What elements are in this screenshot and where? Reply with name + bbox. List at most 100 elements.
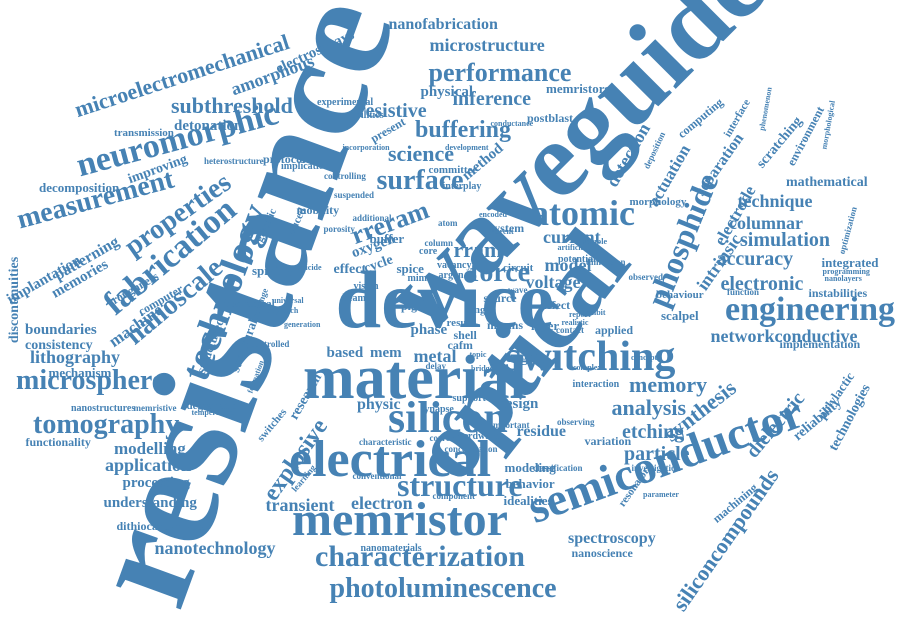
- word-bridge: bridge: [471, 364, 494, 373]
- word-transmission: transmission: [114, 126, 174, 139]
- word-vacancy: vacancy: [437, 260, 472, 271]
- word-correlated: correlated: [429, 432, 469, 443]
- word-atom: atom: [438, 217, 458, 228]
- word-electronic: electronic: [720, 273, 804, 295]
- word-variation: variation: [584, 434, 632, 448]
- word-residue: residue: [516, 423, 566, 440]
- word-result: result: [446, 316, 474, 329]
- word-observed: observed: [628, 271, 664, 282]
- word-based: based: [326, 344, 364, 361]
- word-application: application: [105, 455, 192, 475]
- word-component: component: [432, 490, 476, 501]
- word-nanofabrication: nanofabrication: [388, 16, 498, 33]
- word-nanolayers: nanolayers: [824, 274, 862, 283]
- word-force: force: [470, 257, 531, 288]
- word-layer: layer: [531, 317, 560, 333]
- word-science: science: [388, 141, 454, 166]
- word-mocms: mocms: [487, 318, 523, 332]
- word-argon: argon: [438, 270, 464, 281]
- word-beam: beam: [342, 293, 366, 304]
- word-lithography: lithography: [30, 347, 121, 367]
- word-nanotechnology: nanotechnology: [154, 538, 276, 558]
- word-cafm: cafm: [447, 338, 473, 352]
- word-current: current: [543, 227, 601, 247]
- word-plga: plga: [401, 299, 424, 313]
- word-different: different: [484, 227, 514, 236]
- word-modeling: modeling: [504, 459, 556, 475]
- word-electrical: electrical: [289, 431, 492, 488]
- word-column: column: [424, 237, 454, 248]
- word-implication: implication: [281, 161, 330, 172]
- word-understanding: understanding: [103, 494, 197, 511]
- word-subthreshold: subthreshold: [171, 93, 293, 118]
- word-photoluminescence: photoluminescence: [329, 573, 557, 604]
- word-contact: contact: [556, 324, 584, 335]
- word-accuracy: accuracy: [716, 248, 794, 270]
- word-conventional: conventional: [352, 470, 402, 481]
- word-committee: committee: [428, 163, 478, 176]
- word-buffering: buffering: [415, 117, 511, 143]
- word-approach: approach: [266, 306, 299, 315]
- word-mimic: mimic: [407, 273, 435, 284]
- word-mem: mem: [370, 344, 402, 361]
- word-phase: phase: [410, 321, 448, 338]
- word-material: material: [303, 344, 527, 412]
- word-core: core: [419, 246, 438, 257]
- word-support: support: [452, 393, 486, 404]
- word-performance: performance: [428, 58, 572, 87]
- word-universal: universal: [272, 296, 304, 305]
- word-shell: shell: [453, 328, 477, 342]
- word-dithiocarbamates: dithiocarbamates: [116, 519, 206, 533]
- word-decomposition: decomposition: [39, 179, 120, 195]
- word-metal: metal: [413, 346, 457, 366]
- word-idealities: idealities: [503, 492, 553, 508]
- word-structure: structure: [397, 467, 523, 503]
- word-analysis: analysis: [611, 395, 687, 420]
- word-conductance: conductance: [490, 119, 534, 128]
- word-vision: vision: [353, 281, 379, 292]
- word-columnar: columnar: [729, 213, 803, 233]
- word-siliconcompounds: siliconcompounds: [667, 463, 784, 616]
- word-degradation: degradation: [186, 399, 244, 412]
- word-networkconductive: networkconductive: [710, 326, 858, 346]
- word-spice: spice: [396, 260, 424, 276]
- word-edge: edge: [505, 349, 535, 366]
- word-atomic: atomic: [531, 193, 635, 233]
- word-protocol: protocol: [263, 152, 306, 166]
- word-source: source: [483, 291, 517, 305]
- word-engineering: engineering: [725, 291, 895, 328]
- word-nanoscience: nanoscience: [571, 546, 633, 560]
- word-additional: additional: [352, 212, 392, 223]
- word-particle: particle: [624, 443, 690, 465]
- word-interaction: interaction: [572, 379, 620, 390]
- word-microstructure: microstructure: [429, 35, 545, 55]
- word-potential: potential: [558, 254, 596, 265]
- word-porosity: porosity: [323, 223, 355, 234]
- word-switching: switching: [505, 334, 676, 380]
- word-model: model: [544, 255, 592, 275]
- word-integrated: integrated: [821, 254, 879, 270]
- word-suspended: suspended: [334, 189, 375, 200]
- word-nanostructures: nanostructures: [71, 403, 136, 414]
- word-applied: applied: [595, 323, 634, 337]
- word-device: device: [335, 254, 555, 345]
- word-characteristic: characteristic: [359, 436, 412, 447]
- word-discontinuities: discontinuities: [7, 256, 23, 344]
- word-design: design: [497, 395, 539, 412]
- word-detonation: detonation: [174, 117, 243, 134]
- word-generation: generation: [284, 320, 321, 329]
- word-mechanical: mechanical: [221, 297, 275, 310]
- word-postblast: postblast: [527, 111, 574, 125]
- word-classification: classification: [533, 462, 583, 473]
- word-transient: transient: [265, 495, 335, 515]
- word-memristor: memristor: [292, 493, 508, 546]
- word-boundaries: boundaries: [25, 321, 97, 338]
- word-inference: inference: [452, 88, 532, 110]
- word-important: important: [490, 419, 530, 430]
- word-consistency: consistency: [25, 338, 93, 353]
- word-processing: processing: [122, 474, 190, 491]
- word-resistive: resistive: [357, 100, 427, 122]
- word-spectroscopy: spectroscopy: [568, 530, 656, 547]
- word-etching: etching: [622, 421, 685, 443]
- word-hardware: hardware: [457, 431, 499, 442]
